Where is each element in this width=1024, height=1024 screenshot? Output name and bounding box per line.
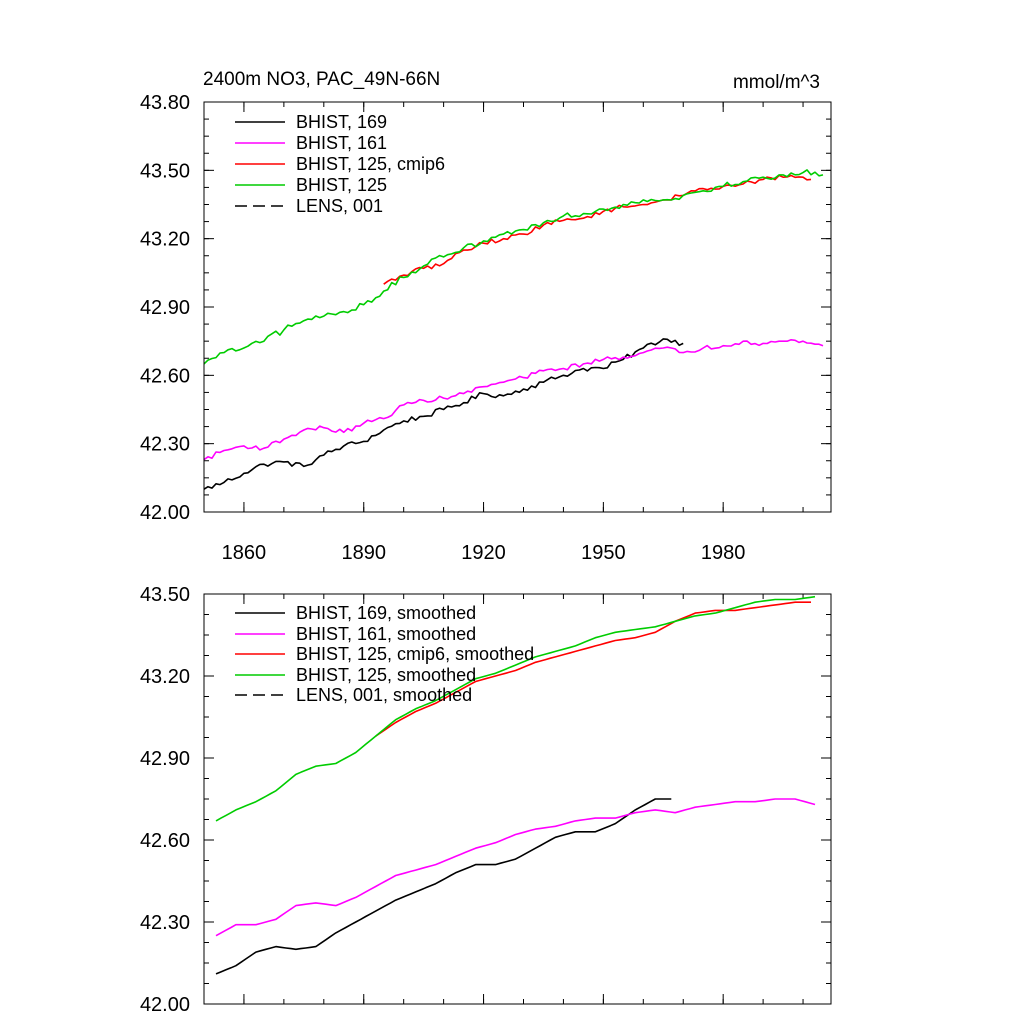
x-tick-label: 1920 (461, 542, 506, 564)
legend-label: BHIST, 169 (296, 112, 387, 132)
legend: BHIST, 169 BHIST, 161 BHIST, 125, cmip6 … (235, 112, 445, 216)
units-label: mmol/m^3 (733, 72, 820, 93)
legend-label: BHIST, 125 (296, 175, 387, 195)
y-tick-label: 43.80 (140, 92, 190, 114)
top-chart-panel: 2400m NO3, PAC_49N-66N mmol/m^3 42.0042.… (140, 69, 832, 564)
bottom-chart-panel: 42.00 42.30 42.60 42.90 43.20 43.50 BHIST, 16… (140, 584, 832, 1016)
y-tick-label: 42.90 (140, 748, 190, 770)
legend: BHIST, 169, smoothed BHIST, 161, smoothe… (235, 603, 534, 705)
legend-item: BHIST, 161 (235, 133, 387, 153)
legend-label: BHIST, 125, cmip6, smoothed (296, 644, 534, 664)
plot-frame (203, 593, 832, 1005)
legend-label: LENS, 001, smoothed (296, 685, 472, 705)
y-tick-label: 43.50 (140, 160, 190, 182)
y-tick-label: 42.60 (140, 830, 190, 852)
legend-item: BHIST, 125, smoothed (235, 665, 476, 685)
series-line (203, 339, 824, 461)
x-tick-label: 1890 (341, 542, 386, 564)
legend-item: BHIST, 169, smoothed (235, 603, 476, 623)
y-tick-label: 42.60 (140, 365, 190, 387)
x-tick-label: 1950 (581, 542, 626, 564)
legend-item: LENS, 001, smoothed (235, 685, 472, 705)
y-tick-label: 42.30 (140, 434, 190, 456)
legend-label: LENS, 001 (296, 196, 383, 216)
series-line (203, 338, 684, 490)
series-line (215, 798, 672, 975)
legend-item: BHIST, 169 (235, 112, 387, 132)
plot-frame (203, 101, 832, 513)
legend-label: BHIST, 169, smoothed (296, 603, 476, 623)
y-tick-label: 42.90 (140, 297, 190, 319)
series-line (215, 595, 816, 822)
series-lines (203, 169, 824, 490)
legend-label: BHIST, 125, smoothed (296, 665, 476, 685)
legend-item: BHIST, 161, smoothed (235, 624, 476, 644)
legend-item: BHIST, 125, cmip6, smoothed (235, 644, 534, 664)
series-lines (215, 595, 816, 975)
series-line (203, 169, 824, 365)
legend-item: BHIST, 125 (235, 175, 387, 195)
y-tick-label: 42.30 (140, 912, 190, 934)
y-tick-label: 43.20 (140, 666, 190, 688)
chart-title: 2400m NO3, PAC_49N-66N (203, 69, 440, 90)
legend-label: BHIST, 125, cmip6 (296, 154, 445, 174)
y-tick-label: 43.20 (140, 229, 190, 251)
y-tick-label: 42.00 (140, 994, 190, 1016)
y-tick-label: 43.50 (140, 584, 190, 606)
y-axis-tick-labels: 42.00 42.30 42.60 42.90 43.20 43.50 (140, 584, 190, 1016)
legend-item: BHIST, 125, cmip6 (235, 154, 445, 174)
legend-item: LENS, 001 (235, 196, 383, 216)
x-tick-label: 1980 (701, 542, 746, 564)
y-tick-label: 42.00 (140, 502, 190, 524)
series-line (383, 174, 812, 285)
y-axis-tick-labels: 42.00 42.30 42.60 42.90 43.20 43.50 43.80 (140, 92, 190, 524)
series-line (375, 601, 811, 737)
x-tick-label: 1860 (222, 542, 267, 564)
series-line (215, 798, 816, 937)
legend-label: BHIST, 161 (296, 133, 387, 153)
legend-label: BHIST, 161, smoothed (296, 624, 476, 644)
x-axis-tick-labels: 1860 1890 1920 1950 1980 (222, 542, 746, 564)
